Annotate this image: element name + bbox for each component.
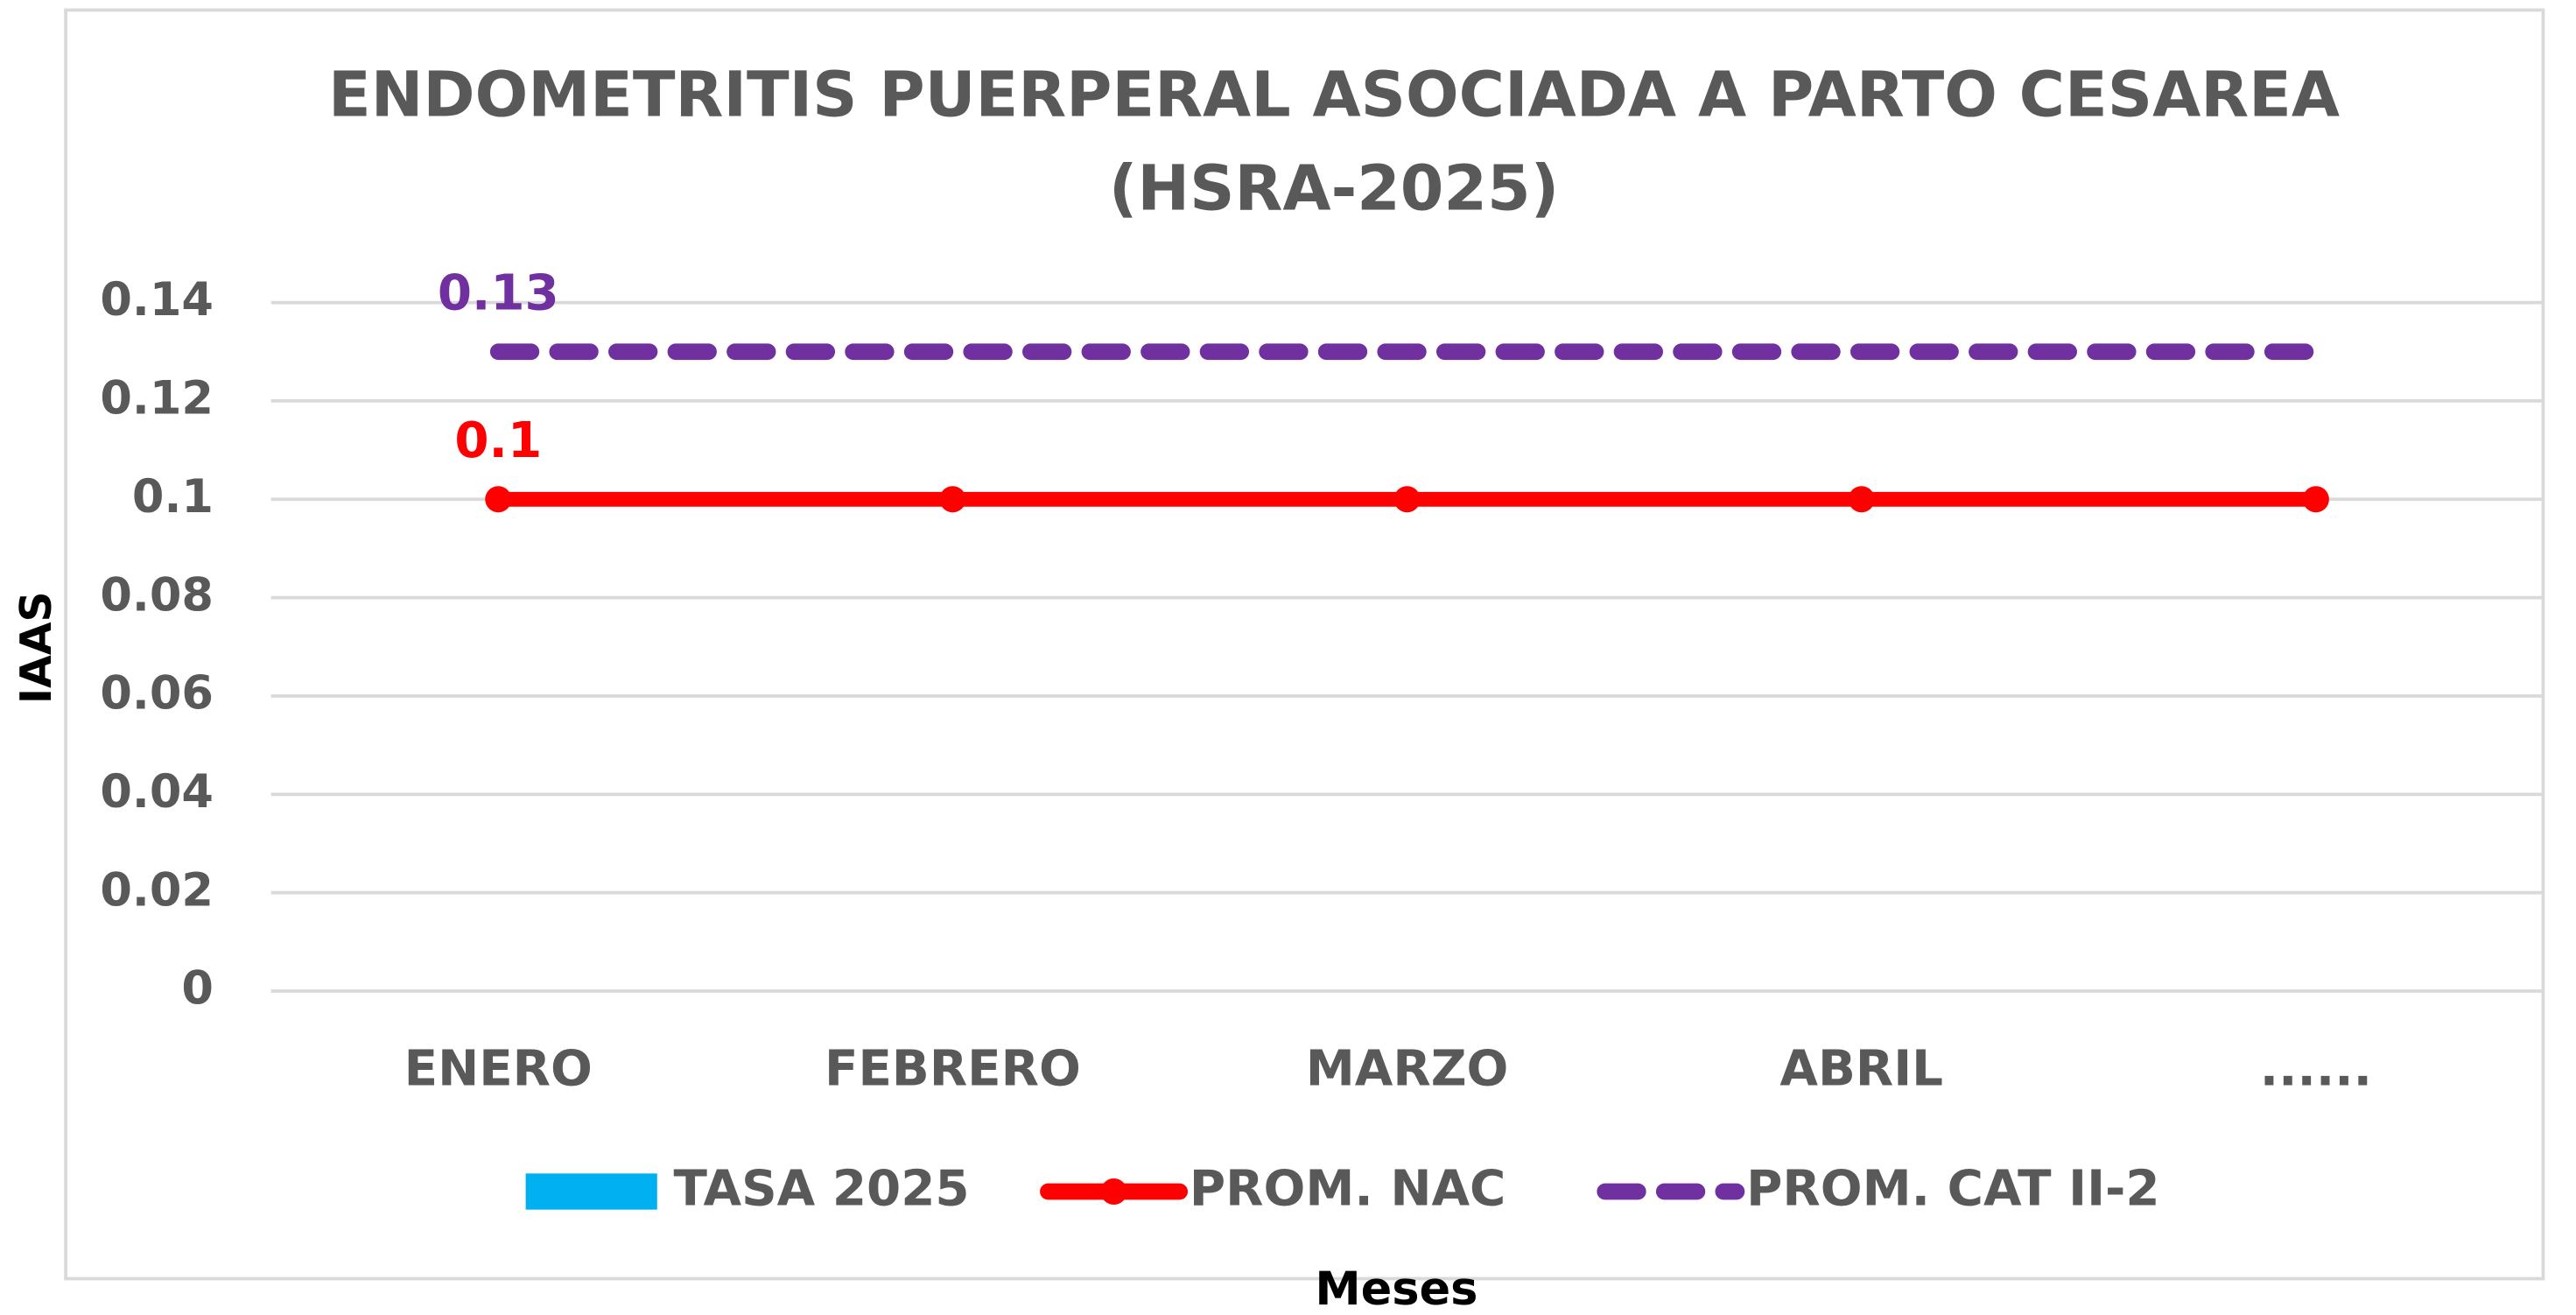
chart-subtitle: (HSRA-2025) — [1109, 151, 1559, 224]
legend-marker — [1100, 1178, 1127, 1206]
chart-title: ENDOMETRITIS PUERPERAL ASOCIADA A PARTO … — [328, 58, 2340, 130]
data-label: 0.13 — [438, 265, 559, 322]
legend-label: PROM. CAT II-2 — [1746, 1161, 2159, 1218]
marker — [1848, 486, 1875, 513]
legend-label: PROM. NAC — [1190, 1161, 1506, 1218]
x-tick-label: FEBRERO — [825, 1041, 1081, 1098]
chart-frame — [64, 8, 2545, 1281]
y-axis-label: IAAS — [11, 591, 61, 704]
x-tick-label: ENERO — [404, 1041, 593, 1098]
marker — [939, 486, 966, 513]
y-tick-label: 0.04 — [100, 765, 214, 819]
y-tick-label: 0.12 — [100, 372, 214, 425]
x-tick-label: MARZO — [1306, 1041, 1509, 1098]
marker — [2302, 486, 2329, 513]
legend-label: TASA 2025 — [674, 1161, 970, 1218]
y-tick-label: 0.14 — [100, 273, 214, 327]
legend-swatch — [525, 1173, 657, 1210]
y-tick-label: 0.1 — [132, 470, 214, 524]
y-tick-label: 0.06 — [100, 667, 214, 721]
x-axis-label: Meses — [1315, 1262, 1478, 1315]
x-tick-label: ...... — [2260, 1041, 2372, 1098]
marker — [1393, 486, 1421, 513]
y-tick-label: 0.08 — [100, 568, 214, 622]
x-tick-label: ABRIL — [1779, 1041, 1943, 1098]
y-tick-label: 0 — [181, 962, 214, 1016]
marker — [485, 486, 512, 513]
data-label: 0.1 — [454, 412, 542, 469]
y-tick-label: 0.02 — [100, 863, 214, 917]
